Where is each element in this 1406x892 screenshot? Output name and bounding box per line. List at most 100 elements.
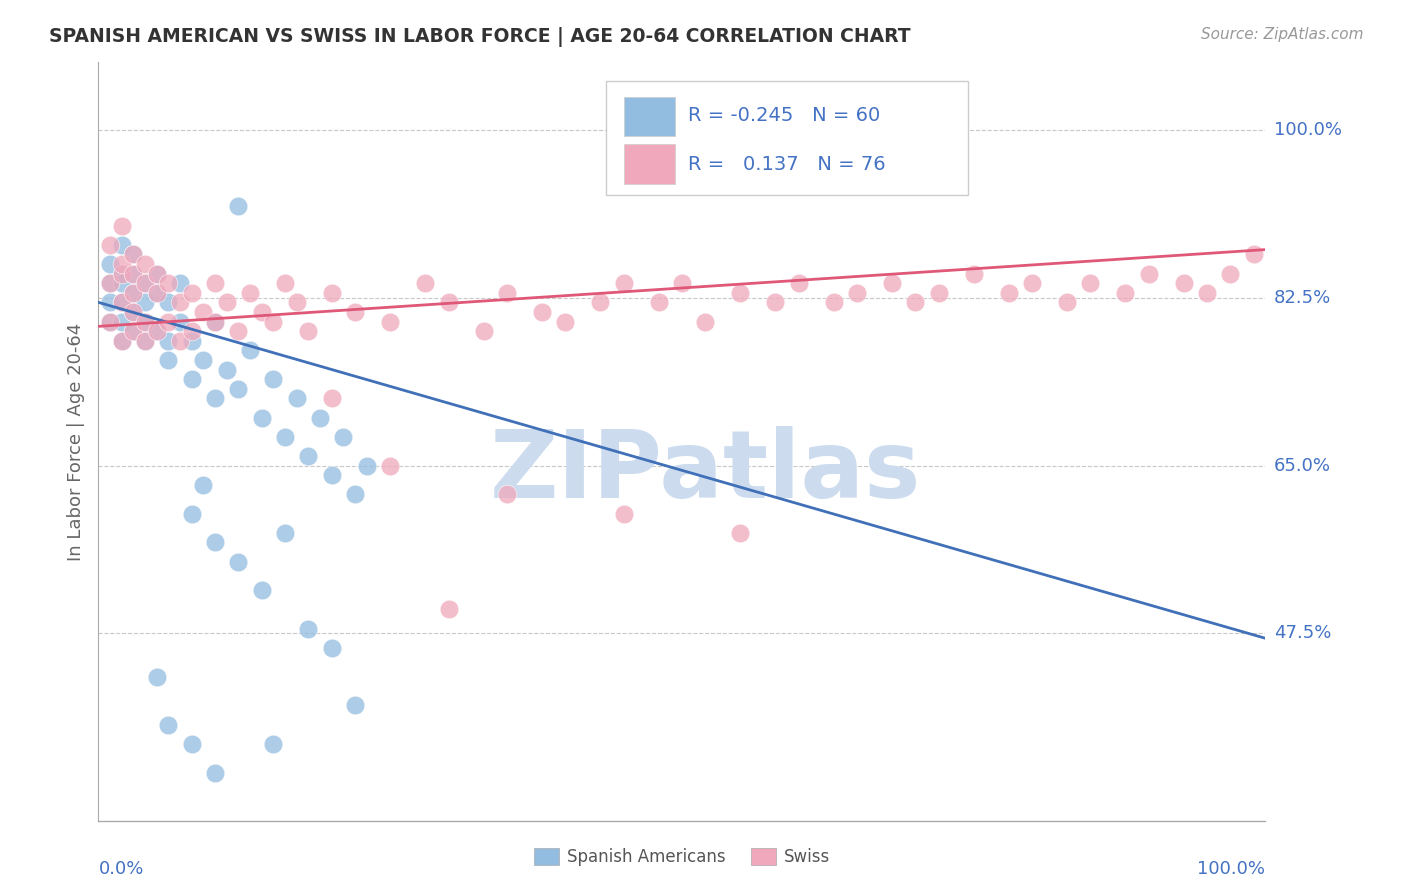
Point xyxy=(215,295,238,310)
Point xyxy=(297,449,319,463)
Point xyxy=(730,285,752,300)
Point xyxy=(262,737,284,751)
Text: 82.5%: 82.5% xyxy=(1274,289,1331,307)
Point xyxy=(274,276,297,290)
Point xyxy=(204,535,226,549)
Point xyxy=(730,525,752,540)
Point xyxy=(146,285,169,300)
Point xyxy=(98,315,121,329)
Text: 65.0%: 65.0% xyxy=(1274,457,1330,475)
Point xyxy=(695,315,717,329)
FancyBboxPatch shape xyxy=(624,145,675,184)
Point xyxy=(180,372,202,386)
Point xyxy=(134,276,156,290)
Point xyxy=(274,430,297,444)
Point xyxy=(228,199,250,213)
Point xyxy=(228,382,250,396)
Point xyxy=(787,276,810,290)
Point xyxy=(496,285,519,300)
Point xyxy=(297,324,319,338)
Point xyxy=(134,334,156,348)
Point xyxy=(285,295,308,310)
Point xyxy=(180,324,202,338)
Text: 47.5%: 47.5% xyxy=(1274,624,1331,642)
Point xyxy=(228,324,250,338)
Point xyxy=(496,487,519,501)
Point xyxy=(204,315,226,329)
Point xyxy=(671,276,693,290)
Point xyxy=(193,477,215,491)
Point xyxy=(1056,295,1078,310)
Point xyxy=(180,334,202,348)
Point xyxy=(180,737,202,751)
Point xyxy=(157,315,180,329)
Point xyxy=(274,525,297,540)
Point xyxy=(157,295,180,310)
Point xyxy=(146,267,169,281)
Point xyxy=(157,717,180,731)
Point xyxy=(146,285,169,300)
Point xyxy=(98,257,121,271)
Point xyxy=(180,285,202,300)
Text: ZIPatlas: ZIPatlas xyxy=(489,425,921,518)
Point xyxy=(437,295,460,310)
Point xyxy=(1173,276,1195,290)
Point xyxy=(344,305,367,319)
Point xyxy=(332,430,354,444)
Point xyxy=(134,257,156,271)
Point xyxy=(111,295,134,310)
Point xyxy=(647,295,669,310)
Legend: Spanish Americans, Swiss: Spanish Americans, Swiss xyxy=(527,841,837,873)
Point xyxy=(111,267,134,281)
Point xyxy=(321,392,343,406)
Point xyxy=(111,267,134,281)
Y-axis label: In Labor Force | Age 20-64: In Labor Force | Age 20-64 xyxy=(66,322,84,561)
Point xyxy=(122,305,145,319)
Point xyxy=(321,285,343,300)
Point xyxy=(1137,267,1160,281)
Point xyxy=(111,237,134,252)
Point xyxy=(437,602,460,616)
Point xyxy=(111,334,134,348)
Point xyxy=(1243,247,1265,261)
Point xyxy=(204,392,226,406)
Point xyxy=(321,468,343,483)
Point xyxy=(134,295,156,310)
Point xyxy=(157,276,180,290)
Point xyxy=(1080,276,1102,290)
Point xyxy=(204,276,226,290)
FancyBboxPatch shape xyxy=(624,96,675,136)
Point xyxy=(204,315,226,329)
Point xyxy=(962,267,984,281)
Point xyxy=(250,583,273,598)
Point xyxy=(122,267,145,281)
Point xyxy=(613,276,636,290)
Point xyxy=(250,305,273,319)
Point xyxy=(321,640,343,655)
Text: 100.0%: 100.0% xyxy=(1198,860,1265,878)
Point xyxy=(380,315,402,329)
Point xyxy=(589,295,612,310)
FancyBboxPatch shape xyxy=(606,81,967,195)
Point xyxy=(239,285,262,300)
Point xyxy=(157,353,180,368)
Point xyxy=(997,285,1019,300)
Point xyxy=(763,295,786,310)
Point xyxy=(204,765,226,780)
Text: 0.0%: 0.0% xyxy=(98,860,143,878)
Point xyxy=(146,324,169,338)
Point xyxy=(169,295,191,310)
Point xyxy=(413,276,436,290)
Point xyxy=(472,324,495,338)
Text: Source: ZipAtlas.com: Source: ZipAtlas.com xyxy=(1201,27,1364,42)
Point xyxy=(111,276,134,290)
Point xyxy=(1219,267,1241,281)
Point xyxy=(823,295,845,310)
Point xyxy=(239,343,262,358)
Point xyxy=(134,276,156,290)
Point xyxy=(98,315,121,329)
Text: SPANISH AMERICAN VS SWISS IN LABOR FORCE | AGE 20-64 CORRELATION CHART: SPANISH AMERICAN VS SWISS IN LABOR FORCE… xyxy=(49,27,911,46)
Point xyxy=(169,334,191,348)
Point xyxy=(98,237,121,252)
Point xyxy=(356,458,378,473)
